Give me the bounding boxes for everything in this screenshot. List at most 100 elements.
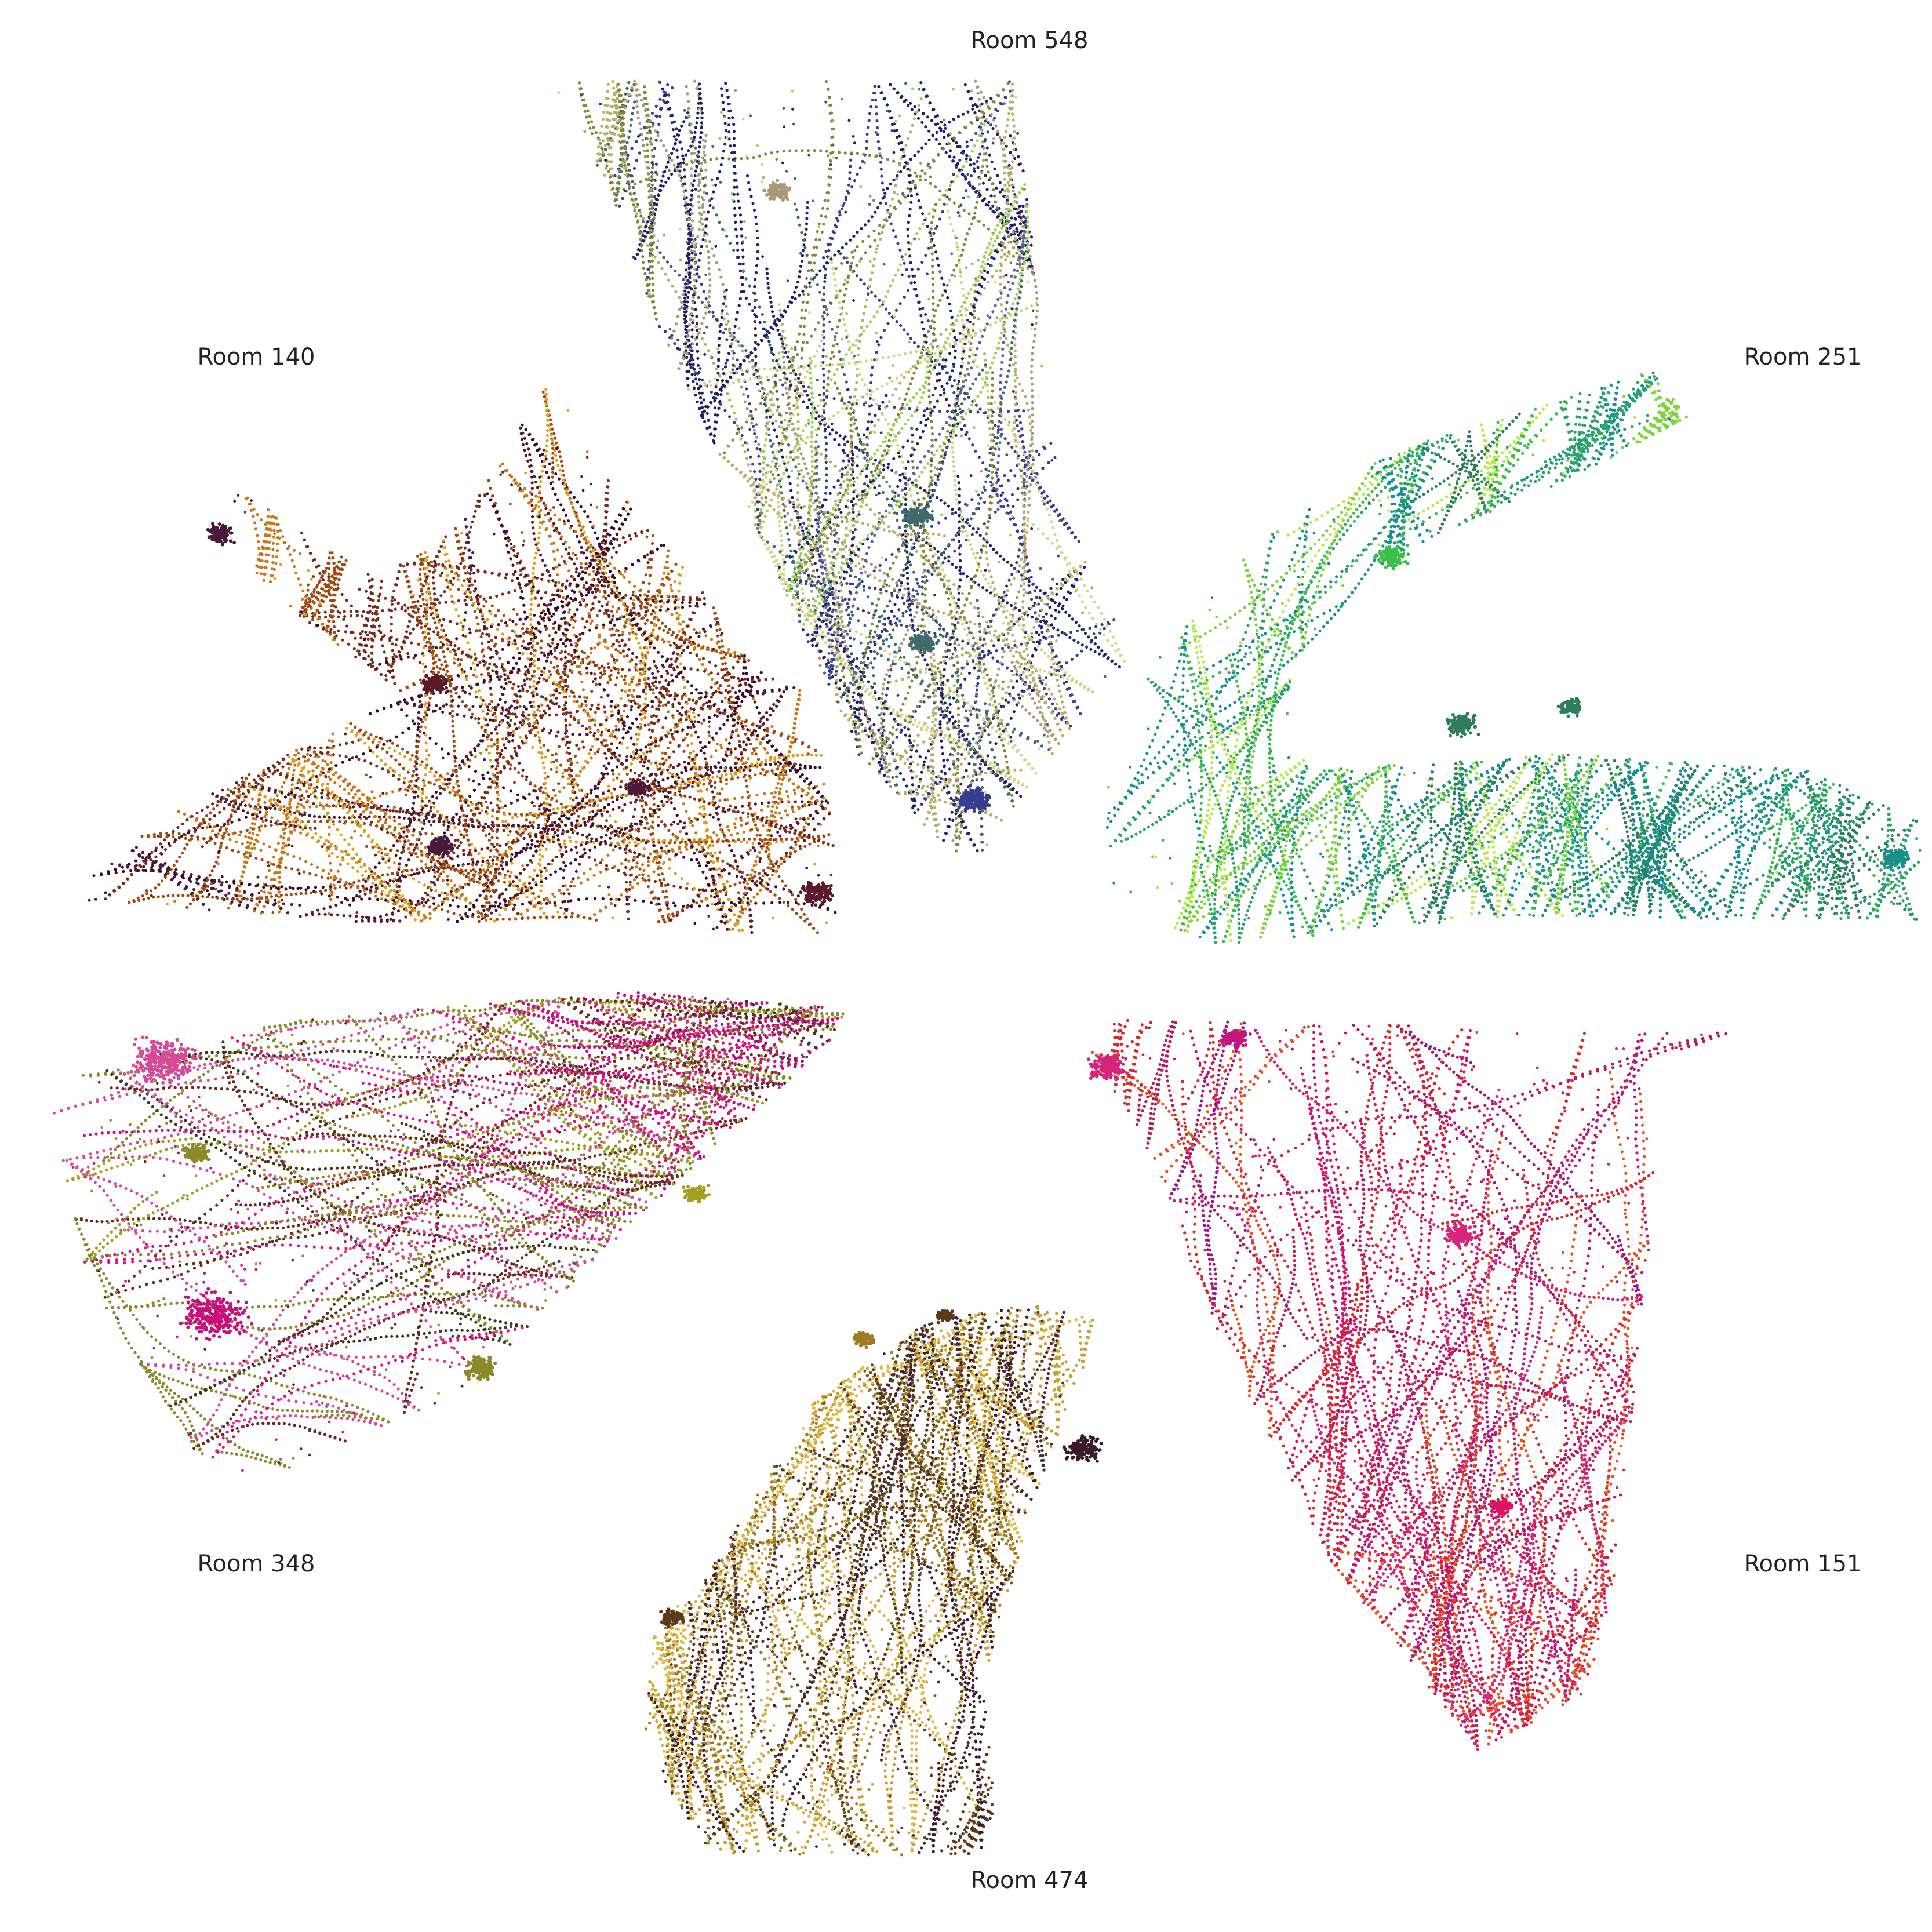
trajectory-point: [1012, 686, 1014, 689]
trajectory-point: [1063, 523, 1066, 526]
trajectory-point: [823, 343, 825, 345]
trajectory-point: [792, 560, 795, 563]
trajectory-point: [1015, 561, 1018, 564]
trajectory-point: [867, 126, 869, 129]
trajectory-point: [777, 474, 780, 476]
trajectory-point: [917, 785, 920, 788]
trajectory-point: [972, 737, 975, 740]
trajectory-point: [845, 288, 847, 290]
trajectory-point: [777, 505, 780, 508]
trajectory-point: [838, 508, 841, 511]
trajectory-point: [857, 753, 860, 756]
trajectory-point: [843, 202, 846, 205]
trajectory-point: [999, 269, 1002, 272]
trajectory-point: [815, 549, 818, 552]
trajectory-point: [833, 592, 836, 595]
trajectory-point: [827, 370, 830, 373]
trajectory-point: [886, 776, 889, 778]
trajectory-point: [901, 403, 904, 406]
trajectory-point: [882, 639, 885, 642]
trajectory-point: [879, 564, 882, 567]
trajectory-point: [789, 489, 792, 492]
trajectory-point: [811, 563, 814, 566]
trajectory-point: [762, 456, 765, 459]
trajectory-point: [880, 174, 883, 177]
trajectory-point: [802, 522, 805, 525]
trajectory-point: [1061, 631, 1064, 634]
trajectory-point: [841, 669, 844, 672]
trajectory-point: [961, 173, 964, 176]
trajectory-point: [888, 780, 891, 783]
trajectory-point: [1019, 222, 1022, 225]
trajectory-point: [1016, 680, 1018, 683]
trajectory-point: [973, 316, 976, 319]
trajectory-point: [856, 657, 858, 660]
trajectory-point: [1009, 134, 1012, 137]
trajectory-point: [806, 472, 809, 475]
trajectory-point: [1009, 151, 1012, 154]
trajectory-point: [1000, 310, 1003, 313]
trajectory-point: [823, 398, 825, 401]
trajectory-point: [1001, 188, 1004, 191]
trajectory-point: [944, 832, 947, 835]
trajectory-point: [1091, 690, 1094, 693]
trajectory-point: [849, 636, 852, 639]
trajectory-point: [842, 666, 845, 669]
trajectory-point: [909, 755, 912, 758]
trajectory-point: [821, 361, 824, 364]
trajectory-point: [896, 617, 898, 620]
trajectory-point: [989, 652, 992, 654]
trajectory-point: [695, 87, 698, 90]
trajectory-point: [1040, 744, 1043, 747]
trajectory-point: [890, 469, 893, 472]
trajectory-point: [1090, 641, 1093, 644]
trajectory-point: [805, 467, 808, 470]
trajectory-point: [1013, 474, 1016, 477]
trajectory-point: [1002, 705, 1005, 708]
trajectory-point: [856, 274, 858, 277]
trajectory-point: [865, 467, 868, 470]
trajectory-point: [1030, 576, 1033, 578]
trajectory-point: [1003, 474, 1006, 477]
trajectory-point: [787, 475, 790, 478]
trajectory-point: [879, 588, 882, 591]
trajectory-point: [931, 479, 934, 482]
trajectory-point: [811, 633, 814, 636]
trajectory-point: [875, 105, 878, 108]
trajectory-point: [881, 181, 884, 184]
trajectory-point: [983, 501, 986, 504]
trajectory-point: [900, 584, 903, 587]
trajectory-point: [922, 222, 925, 225]
trajectory-point: [770, 550, 773, 553]
trajectory-point: [983, 522, 986, 525]
trajectory-point: [1023, 472, 1026, 475]
trajectory-point: [1027, 562, 1029, 565]
trajectory-point: [1015, 227, 1018, 230]
trajectory-point: [911, 776, 914, 779]
trajectory-point: [807, 419, 810, 422]
trajectory-point: [899, 302, 902, 305]
trajectory-point: [970, 223, 973, 225]
trajectory-point: [799, 579, 802, 582]
trajectory-point: [887, 669, 890, 672]
trajectory-point: [922, 740, 925, 743]
trajectory-point: [917, 734, 920, 737]
trajectory-point: [903, 262, 905, 265]
trajectory-point: [769, 416, 772, 419]
trajectory-point: [975, 190, 978, 192]
trajectory-point: [998, 602, 1000, 605]
trajectory-point: [831, 639, 834, 642]
trajectory-point: [1112, 618, 1115, 621]
trajectory-point: [687, 100, 690, 103]
trajectory-point: [883, 774, 886, 777]
trajectory-point: [883, 678, 886, 681]
trajectory-point: [676, 315, 679, 318]
trajectory-point: [838, 392, 841, 395]
trajectory-point: [822, 323, 825, 326]
trajectory-point: [1007, 701, 1010, 704]
trajectory-point: [1018, 205, 1021, 208]
trajectory-point: [1012, 730, 1014, 733]
trajectory-point: [925, 756, 927, 759]
trajectory-point: [883, 761, 886, 764]
trajectory-point: [826, 596, 829, 599]
